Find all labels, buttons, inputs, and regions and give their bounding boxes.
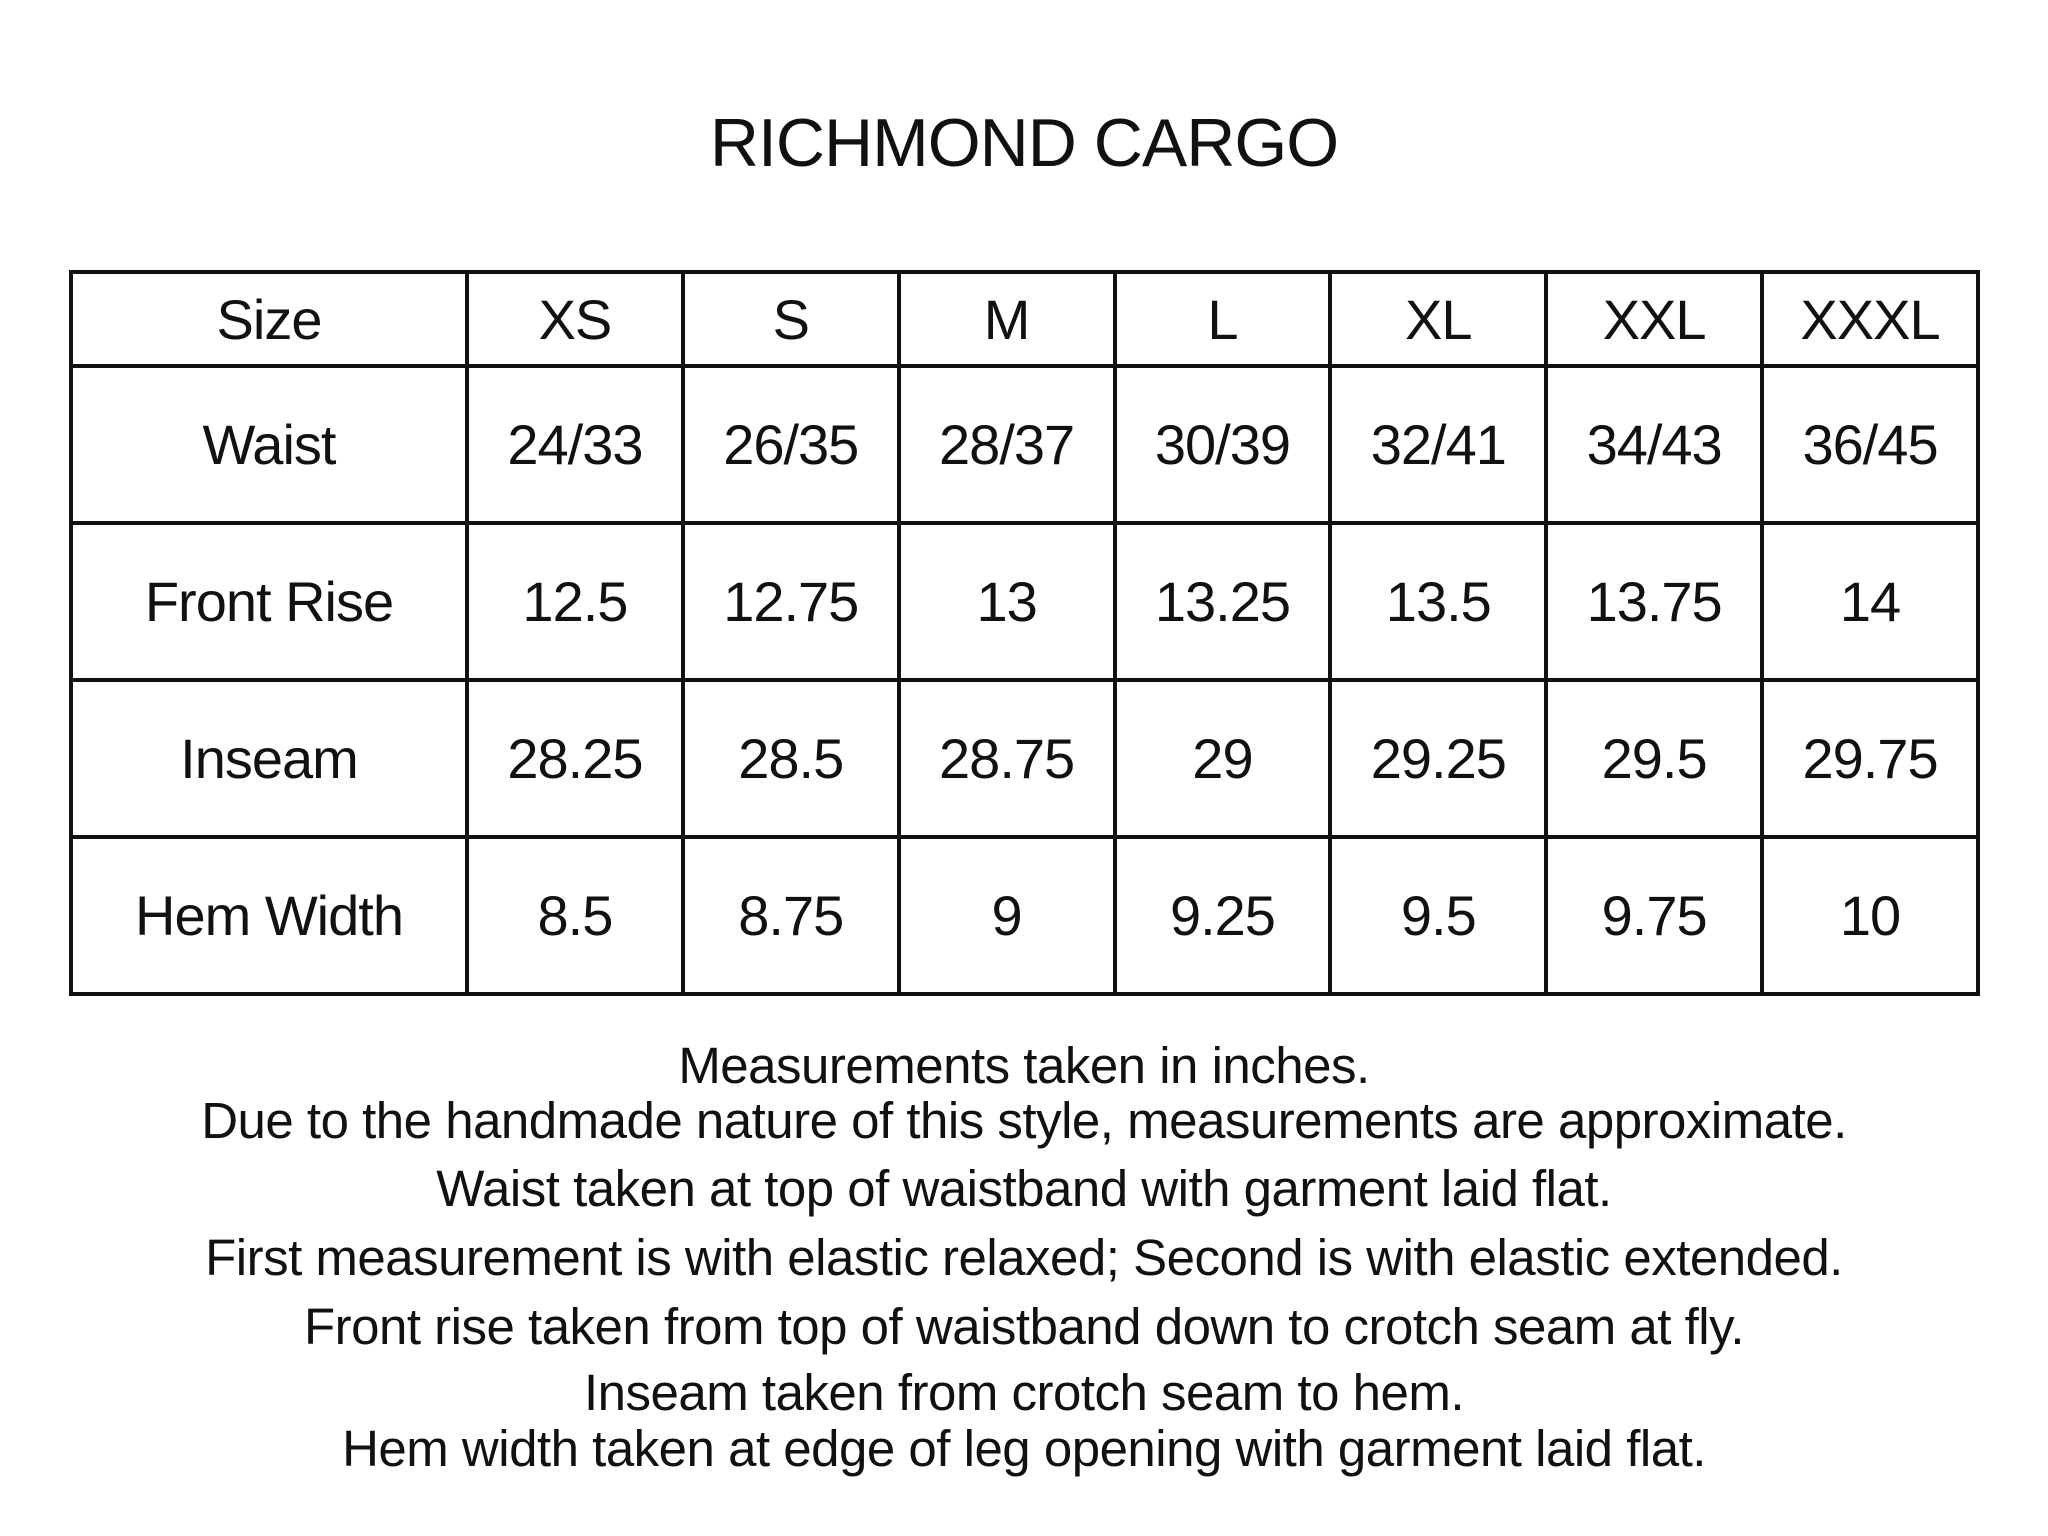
measurement-cell: 13	[896, 521, 1117, 682]
row-label: Inseam	[69, 678, 469, 839]
measurement-cell: 12.5	[465, 521, 685, 682]
measurement-cell: 8.5	[465, 835, 685, 996]
note-line: Front rise taken from top of waistband d…	[303, 1298, 1745, 1355]
measurement-cell: 14	[1760, 521, 1980, 682]
size-chart-table: Size XS S M L XL XXL XXXL Waist 24/33 26/35 28/37 30…	[69, 270, 1980, 996]
measurement-cell: 29.5	[1544, 678, 1765, 839]
measurement-cell: 28.75	[896, 678, 1117, 839]
measurement-cell: 9.5	[1328, 835, 1549, 996]
size-header: M	[896, 270, 1117, 368]
measurement-cell: 13.25	[1112, 521, 1333, 682]
measurement-cell: 28.25	[465, 678, 685, 839]
row-label: Front Rise	[69, 521, 469, 682]
table-row: Hem Width 8.5 8.75 9 9.25 9.5 9.75 10	[69, 835, 1980, 996]
size-header: XXXL	[1760, 270, 1980, 368]
table-row: Front Rise 12.5 12.75 13 13.25 13.5 13.75 14	[69, 521, 1980, 682]
measurement-cell: 34/43	[1544, 364, 1765, 525]
measurement-cell: 30/39	[1112, 364, 1333, 525]
measurement-cell: 29	[1112, 678, 1333, 839]
measurement-cell: 12.75	[680, 521, 901, 682]
measurement-cell: 9	[896, 835, 1117, 996]
header-row: Size XS S M L XL XXL XXXL	[69, 270, 1980, 368]
page-title: RICHMOND CARGO	[709, 105, 1339, 181]
size-header: L	[1112, 270, 1333, 368]
size-label-header: Size	[69, 270, 469, 368]
size-header: XL	[1328, 270, 1549, 368]
measurement-cell: 9.25	[1112, 835, 1333, 996]
measurement-cell: 36/45	[1760, 364, 1980, 525]
row-label: Waist	[69, 364, 469, 525]
note-line: Hem width taken at edge of leg opening w…	[342, 1420, 1706, 1477]
size-header: S	[680, 270, 901, 368]
note-line: Inseam taken from crotch seam to hem.	[583, 1364, 1465, 1421]
size-header: XS	[465, 270, 685, 368]
measurement-cell: 24/33	[465, 364, 685, 525]
measurement-cell: 32/41	[1328, 364, 1549, 525]
size-header: XXL	[1544, 270, 1765, 368]
measurement-cell: 29.75	[1760, 678, 1980, 839]
measurement-cell: 8.75	[680, 835, 901, 996]
measurement-cell: 13.75	[1544, 521, 1765, 682]
measurement-cell: 9.75	[1544, 835, 1765, 996]
measurement-cell: 10	[1760, 835, 1980, 996]
table-row: Inseam 28.25 28.5 28.75 29 29.25 29.5 29.75	[69, 678, 1980, 839]
measurement-cell: 26/35	[680, 364, 901, 525]
measurement-cell: 28.5	[680, 678, 901, 839]
note-line: Waist taken at top of waistband with gar…	[436, 1160, 1612, 1217]
table-row: Waist 24/33 26/35 28/37 30/39 32/41 34/43 36/45	[69, 364, 1980, 525]
row-label: Hem Width	[69, 835, 469, 996]
measurement-cell: 28/37	[896, 364, 1117, 525]
measurement-cell: 29.25	[1328, 678, 1549, 839]
note-line: Measurements taken in inches.	[678, 1037, 1370, 1094]
note-line: Due to the handmade nature of this style…	[201, 1092, 1847, 1149]
note-line: First measurement is with elastic relaxe…	[205, 1229, 1843, 1286]
measurement-cell: 13.5	[1328, 521, 1549, 682]
